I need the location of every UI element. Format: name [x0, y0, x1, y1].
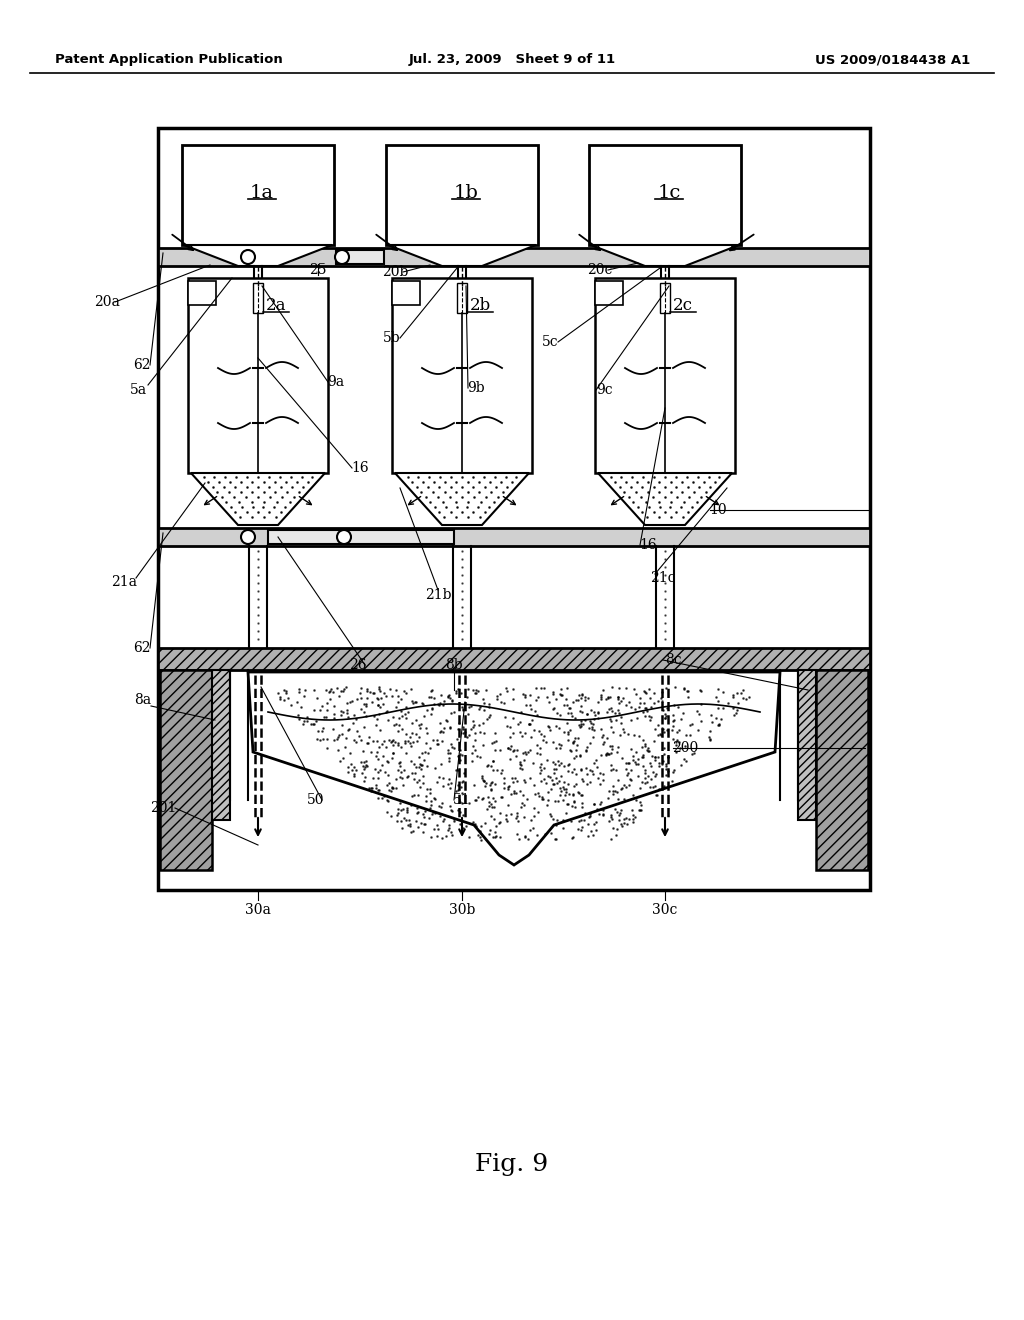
Bar [392, 279, 532, 473]
Text: 26: 26 [349, 657, 367, 672]
Polygon shape [184, 246, 332, 267]
Bar [188, 279, 328, 473]
Bar [158, 648, 870, 671]
Text: 21b: 21b [425, 587, 452, 602]
Polygon shape [248, 672, 780, 865]
Text: 9a: 9a [328, 375, 344, 389]
Bar [457, 282, 467, 313]
Text: Patent Application Publication: Patent Application Publication [55, 54, 283, 66]
Text: 16: 16 [351, 461, 369, 475]
Text: 20b: 20b [382, 265, 409, 279]
Text: 21c: 21c [650, 572, 676, 585]
Text: 9c: 9c [596, 383, 612, 397]
Polygon shape [598, 473, 732, 525]
Text: Jul. 23, 2009   Sheet 9 of 11: Jul. 23, 2009 Sheet 9 of 11 [409, 54, 615, 66]
Text: 2a: 2a [266, 297, 287, 314]
Polygon shape [395, 473, 529, 525]
Bar [268, 531, 454, 544]
Circle shape [241, 531, 255, 544]
Text: 20c: 20c [588, 263, 612, 277]
Bar [336, 249, 384, 264]
Polygon shape [591, 246, 739, 267]
Text: 2b: 2b [469, 297, 490, 314]
Bar [160, 671, 212, 870]
Bar [595, 281, 623, 305]
Circle shape [337, 531, 351, 544]
Text: 10: 10 [710, 503, 727, 517]
Text: 8c: 8c [665, 653, 681, 667]
Text: 1a: 1a [250, 183, 274, 202]
Text: 25: 25 [309, 263, 327, 277]
Circle shape [241, 249, 255, 264]
Text: 21a: 21a [111, 576, 137, 589]
Bar [798, 671, 816, 820]
Text: 200: 200 [672, 741, 698, 755]
Text: 2c: 2c [673, 297, 693, 314]
Bar [595, 279, 735, 473]
Bar [660, 282, 670, 313]
Text: 16: 16 [639, 539, 656, 552]
Bar [182, 145, 334, 246]
Polygon shape [388, 246, 536, 267]
Text: 8b: 8b [445, 657, 463, 672]
Text: Fig. 9: Fig. 9 [475, 1154, 549, 1176]
Text: 8a: 8a [134, 693, 152, 708]
Bar [212, 671, 230, 820]
Text: 5b: 5b [383, 331, 400, 345]
Text: 50: 50 [307, 793, 325, 807]
Text: 20a: 20a [94, 294, 120, 309]
Text: 5a: 5a [129, 383, 146, 397]
Text: 62: 62 [133, 642, 151, 655]
Text: 1b: 1b [454, 183, 478, 202]
Bar [816, 671, 868, 870]
Text: 30b: 30b [449, 903, 475, 917]
Bar [158, 128, 870, 890]
Text: 62: 62 [133, 358, 151, 372]
Text: 9b: 9b [467, 381, 484, 395]
Text: 1c: 1c [657, 183, 681, 202]
Bar [158, 528, 870, 546]
Bar [158, 248, 870, 267]
Circle shape [335, 249, 349, 264]
Polygon shape [191, 473, 325, 525]
Text: 201: 201 [150, 801, 176, 814]
Text: US 2009/0184438 A1: US 2009/0184438 A1 [815, 54, 970, 66]
Text: 30a: 30a [245, 903, 271, 917]
Bar [386, 145, 538, 246]
Bar [589, 145, 741, 246]
Bar [253, 282, 263, 313]
Bar [188, 281, 216, 305]
Bar [392, 281, 420, 305]
Text: 51: 51 [454, 793, 471, 807]
Text: 30c: 30c [652, 903, 678, 917]
Text: 5c: 5c [542, 335, 558, 348]
